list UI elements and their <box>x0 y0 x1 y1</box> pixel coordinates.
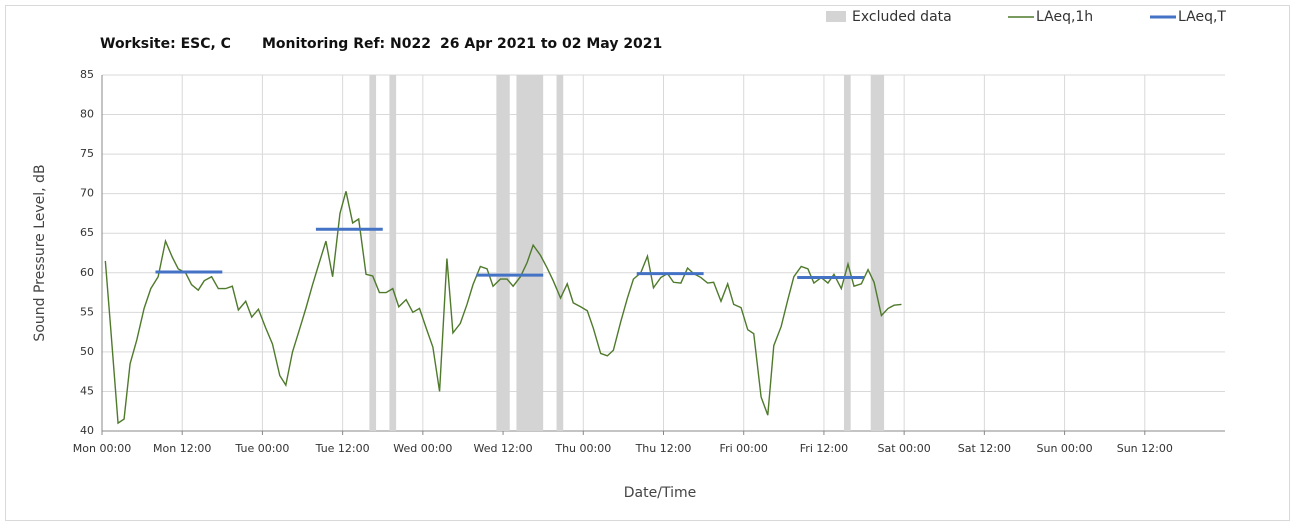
y-tick-label: 40 <box>80 424 94 437</box>
y-tick-label: 55 <box>80 305 94 318</box>
excluded-band <box>556 75 564 431</box>
x-tick-label: Wed 12:00 <box>473 442 532 455</box>
y-tick-label: 50 <box>80 345 94 358</box>
y-tick-label: 85 <box>80 68 94 81</box>
excluded-band <box>369 75 377 431</box>
y-tick-label: 80 <box>80 108 94 121</box>
x-tick-label: Thu 12:00 <box>635 442 692 455</box>
excluded-band <box>389 75 397 431</box>
x-tick-label: Sat 12:00 <box>958 442 1011 455</box>
excluded-band <box>843 75 851 431</box>
y-tick-label: 45 <box>80 384 94 397</box>
legend-swatch <box>826 11 846 22</box>
x-tick-label: Wed 00:00 <box>393 442 452 455</box>
data-line <box>104 191 902 425</box>
legend-label: LAeq,T <box>1178 9 1226 25</box>
x-axis-label: Date/Time <box>624 485 696 501</box>
legend-label: Excluded data <box>852 9 952 25</box>
x-tick-label: Tue 00:00 <box>234 442 289 455</box>
x-tick-label: Mon 12:00 <box>153 442 211 455</box>
chart-title: Worksite: ESC, C <box>100 36 231 52</box>
y-tick-label: 65 <box>80 226 94 239</box>
y-tick-label: 70 <box>80 187 94 200</box>
excluded-band <box>496 75 510 431</box>
y-tick-label: 60 <box>80 266 94 279</box>
x-tick-label: Sun 00:00 <box>1037 442 1093 455</box>
x-tick-label: Sun 12:00 <box>1117 442 1173 455</box>
legend-label: LAeq,1h <box>1036 9 1093 25</box>
x-tick-label: Mon 00:00 <box>73 442 131 455</box>
x-tick-label: Fri 12:00 <box>800 442 848 455</box>
excluded-band <box>870 75 885 431</box>
y-axis-label: Sound Pressure Level, dB <box>32 164 48 341</box>
x-tick-label: Tue 12:00 <box>315 442 370 455</box>
x-tick-label: Fri 00:00 <box>720 442 768 455</box>
x-tick-label: Thu 00:00 <box>554 442 611 455</box>
chart-title: Monitoring Ref: N022 <box>262 36 431 52</box>
chart-frame <box>5 5 1290 521</box>
y-tick-label: 75 <box>80 147 94 160</box>
chart-title: 26 Apr 2021 to 02 May 2021 <box>440 36 662 52</box>
x-tick-label: Sat 00:00 <box>878 442 931 455</box>
